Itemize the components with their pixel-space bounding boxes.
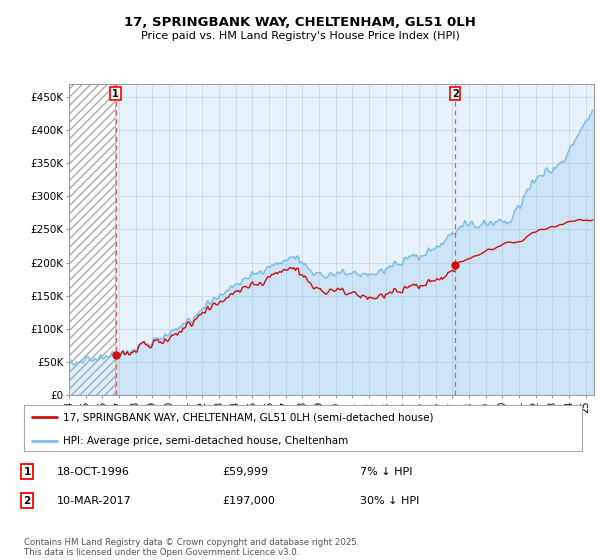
Text: £59,999: £59,999 (222, 466, 268, 477)
Bar (69, 84, 115, 395)
Text: Contains HM Land Registry data © Crown copyright and database right 2025.
This d: Contains HM Land Registry data © Crown c… (24, 538, 359, 557)
Text: 2: 2 (23, 496, 31, 506)
Text: 1: 1 (23, 466, 31, 477)
Text: 30% ↓ HPI: 30% ↓ HPI (360, 496, 419, 506)
Text: HPI: Average price, semi-detached house, Cheltenham: HPI: Average price, semi-detached house,… (63, 436, 349, 446)
Text: 17, SPRINGBANK WAY, CHELTENHAM, GL51 0LH (semi-detached house): 17, SPRINGBANK WAY, CHELTENHAM, GL51 0LH… (63, 412, 434, 422)
Text: 17, SPRINGBANK WAY, CHELTENHAM, GL51 0LH: 17, SPRINGBANK WAY, CHELTENHAM, GL51 0LH (124, 16, 476, 29)
Text: 10-MAR-2017: 10-MAR-2017 (57, 496, 132, 506)
Text: 18-OCT-1996: 18-OCT-1996 (57, 466, 130, 477)
Text: 7% ↓ HPI: 7% ↓ HPI (360, 466, 413, 477)
Text: 2: 2 (452, 88, 459, 99)
Text: 1: 1 (112, 88, 119, 99)
Text: £197,000: £197,000 (222, 496, 275, 506)
Text: Price paid vs. HM Land Registry's House Price Index (HPI): Price paid vs. HM Land Registry's House … (140, 31, 460, 41)
